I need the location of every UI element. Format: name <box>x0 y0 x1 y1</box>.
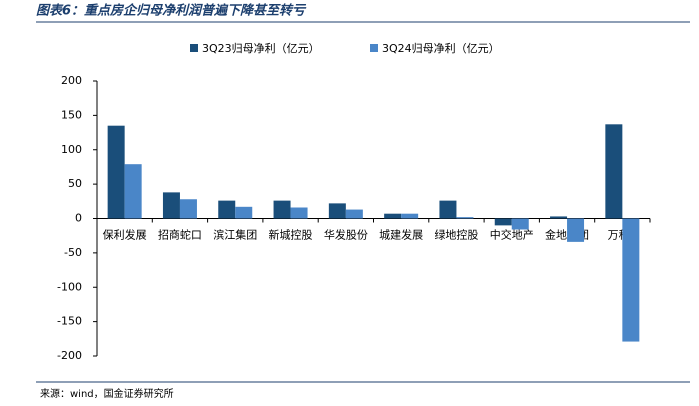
x-tick-label: 保利发展 <box>103 228 147 242</box>
bar <box>124 164 142 219</box>
bar <box>179 199 197 219</box>
bar <box>384 213 402 219</box>
bar <box>290 207 308 219</box>
bar <box>273 200 291 219</box>
y-tick-label: 150 <box>61 108 82 121</box>
y-tick-label: -150 <box>57 315 82 328</box>
chart-title: 图表6：重点房企归母净利润普遍下降甚至转亏 <box>36 3 307 19</box>
x-tick-label: 绿地控股 <box>434 228 478 242</box>
y-tick-label: 100 <box>61 143 82 156</box>
legend-label: 3Q24归母净利（亿元） <box>382 41 500 55</box>
bar <box>107 125 125 219</box>
x-tick-label: 新城控股 <box>269 228 313 242</box>
bar <box>218 200 236 219</box>
x-tick-label: 城建发展 <box>379 228 423 242</box>
bar <box>401 213 419 219</box>
bar <box>605 124 623 219</box>
bar <box>439 200 457 219</box>
legend-swatch <box>370 44 378 52</box>
legend-label: 3Q23归母净利（亿元） <box>202 41 320 55</box>
bar <box>511 218 529 230</box>
y-tick-label: -100 <box>57 280 82 293</box>
bar <box>235 206 253 219</box>
y-tick-label: 200 <box>61 74 82 87</box>
x-tick-label: 滨江集团 <box>213 228 257 242</box>
y-tick-label: -50 <box>64 246 82 259</box>
x-tick-label: 中交地产 <box>490 228 534 242</box>
x-tick-label: 华发股份 <box>324 228 368 242</box>
bar <box>456 217 474 219</box>
bar <box>550 216 568 219</box>
bar <box>567 218 585 242</box>
y-tick-label: 0 <box>75 212 82 225</box>
legend-swatch <box>190 44 198 52</box>
bar <box>345 209 363 219</box>
y-tick-label: 50 <box>68 177 82 190</box>
bar <box>162 192 180 219</box>
x-tick-label: 招商蛇口 <box>158 228 202 242</box>
bar <box>328 203 346 219</box>
y-tick-label: -200 <box>57 349 82 362</box>
bar <box>622 218 640 342</box>
source: 来源：wind，国金证券研究所 <box>40 387 174 400</box>
bar <box>494 218 512 226</box>
